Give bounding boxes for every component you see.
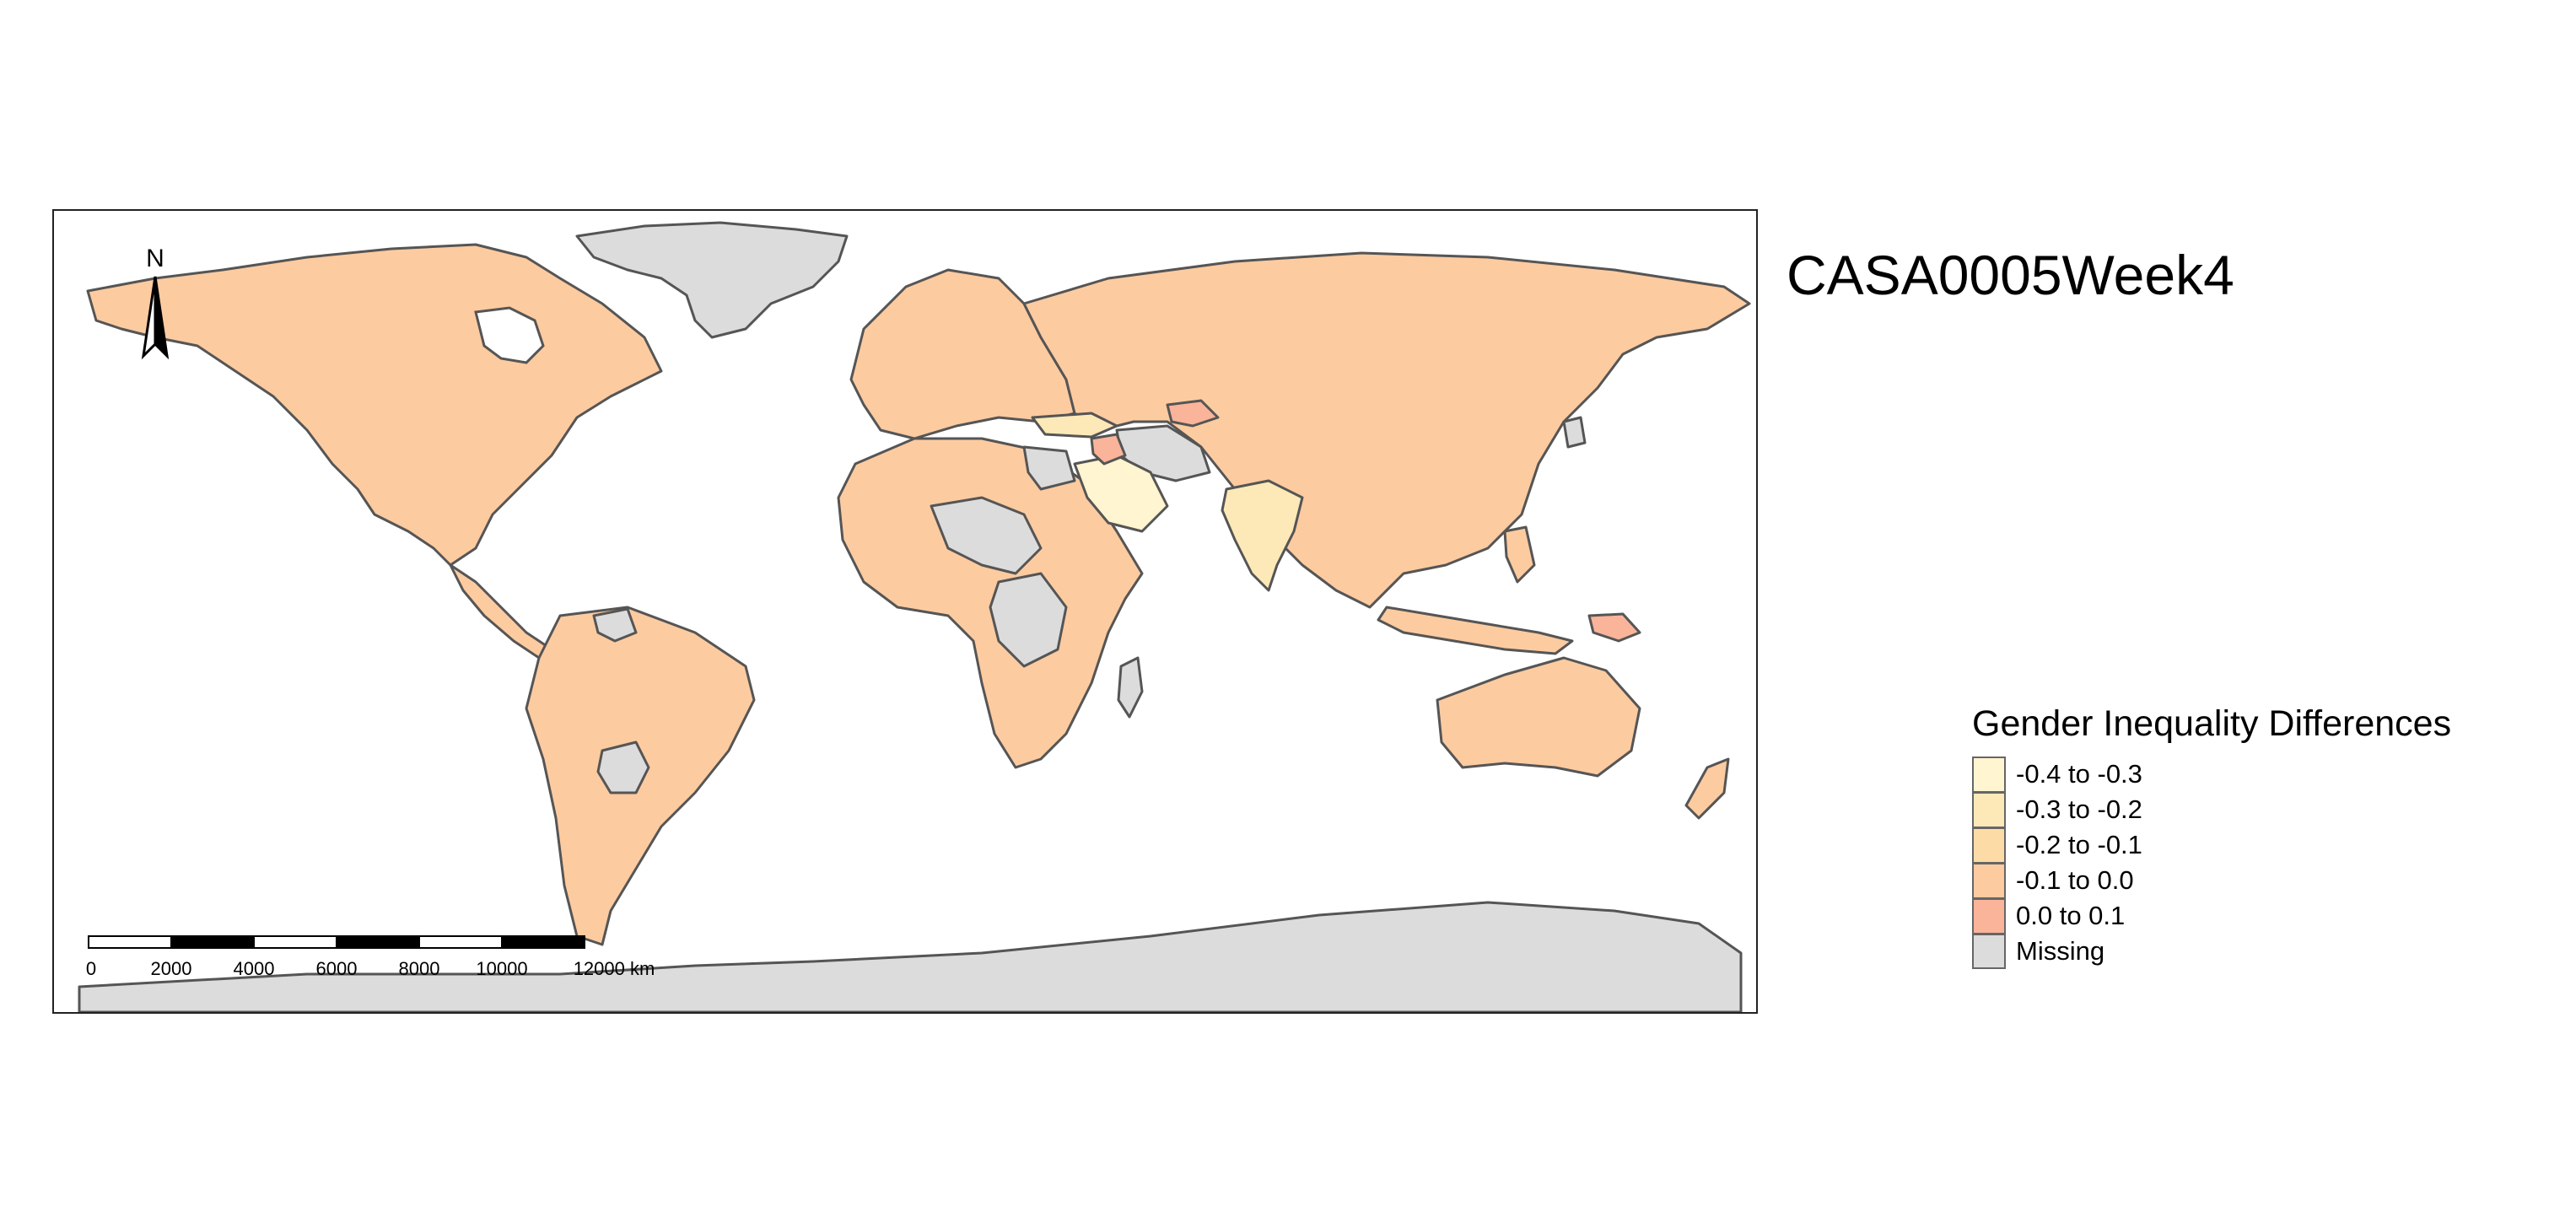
country-central-africa-missing <box>930 496 1043 575</box>
legend-item: -0.1 to 0.0 <box>1972 863 2451 898</box>
legend-swatch <box>1972 898 2006 934</box>
country-bolivia <box>596 740 650 794</box>
country-papua-new-guinea <box>1587 612 1641 643</box>
legend-item: Missing <box>1972 934 2451 969</box>
scale-segment-2 <box>170 935 255 949</box>
scale-segment-3 <box>253 935 337 949</box>
country-uzbekistan <box>1166 399 1220 428</box>
country-iraq <box>1090 433 1127 466</box>
scale-tick-2: 4000 <box>233 958 275 979</box>
country-drc <box>989 572 1068 668</box>
country-saudi-arabia <box>1073 454 1169 533</box>
hudson-bay <box>474 306 545 364</box>
legend-item: 0.0 to 0.1 <box>1972 898 2451 934</box>
country-australia <box>1436 656 1641 778</box>
country-philippines <box>1503 525 1536 584</box>
scale-bar: 0 2000 4000 6000 8000 10000 12000 km <box>86 934 676 994</box>
legend-items: -0.4 to -0.3 -0.3 to -0.2 -0.2 to -0.1 -… <box>1972 757 2451 969</box>
legend-label: -0.1 to 0.0 <box>2016 865 2134 895</box>
scale-segment-4 <box>336 935 420 949</box>
country-india <box>1221 479 1304 592</box>
scale-tick-4: 8000 <box>398 958 440 979</box>
legend: Gender Inequality Differences -0.4 to -0… <box>1972 703 2451 969</box>
legend-label: 0.0 to 0.1 <box>2016 901 2126 930</box>
country-indonesia <box>1377 606 1574 655</box>
country-new-zealand <box>1684 757 1730 820</box>
north-arrow: N <box>121 245 189 363</box>
scale-tick-0: 0 <box>85 958 97 979</box>
map-title: CASA0005Week4 <box>1786 244 2234 306</box>
north-arrow-left-half <box>141 276 157 360</box>
legend-swatch <box>1972 863 2006 898</box>
north-label: N <box>146 245 164 272</box>
legend-item: -0.3 to -0.2 <box>1972 792 2451 827</box>
legend-swatch <box>1972 792 2006 827</box>
legend-swatch <box>1972 934 2006 969</box>
legend-label: -0.2 to -0.1 <box>2016 830 2142 859</box>
scale-tick-1: 2000 <box>150 958 192 979</box>
scale-segment-1 <box>88 935 172 949</box>
country-guyana <box>592 607 638 643</box>
scale-tick-5: 10000 <box>476 958 528 979</box>
north-arrow-right-half <box>154 276 170 360</box>
country-libya-egypt <box>1022 445 1076 491</box>
legend-title: Gender Inequality Differences <box>1972 703 2452 744</box>
country-antarctica <box>78 901 1743 1012</box>
country-russia-asia <box>1022 251 1751 609</box>
country-madagascar <box>1117 656 1144 719</box>
legend-swatch <box>1972 757 2006 792</box>
scale-segment-5 <box>418 935 503 949</box>
scale-tick-3: 6000 <box>315 958 358 979</box>
country-europe <box>849 268 1076 440</box>
country-turkey <box>1031 412 1118 439</box>
country-greenland <box>575 221 849 339</box>
legend-label: -0.4 to -0.3 <box>2016 759 2142 789</box>
scale-tick-6: 12000 km <box>573 958 655 979</box>
legend-item: -0.2 to -0.1 <box>1972 827 2451 863</box>
world-map <box>78 221 1751 1012</box>
country-korea <box>1562 416 1587 449</box>
scale-segment-6 <box>501 935 585 949</box>
legend-label: Missing <box>2016 936 2105 966</box>
legend-item: -0.4 to -0.3 <box>1972 757 2451 792</box>
map-frame: N 0 2000 4000 6000 8000 10000 12000 km <box>52 209 1758 1014</box>
legend-label: -0.3 to -0.2 <box>2016 794 2142 824</box>
legend-swatch <box>1972 827 2006 863</box>
country-central-america <box>449 563 553 660</box>
